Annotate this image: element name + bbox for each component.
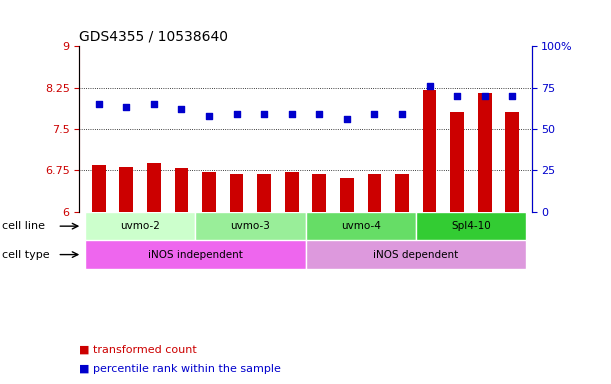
Bar <box>196 212 306 240</box>
Point <box>287 111 296 117</box>
Bar <box>257 174 271 384</box>
Point <box>259 111 269 117</box>
Point <box>452 93 462 99</box>
Bar <box>140 212 167 240</box>
Text: uvmo-3: uvmo-3 <box>230 221 270 231</box>
Bar <box>471 212 499 240</box>
Point <box>122 104 131 111</box>
Point <box>94 101 104 107</box>
Point <box>507 93 517 99</box>
Bar <box>119 167 133 384</box>
Bar <box>306 212 333 240</box>
Bar <box>340 178 354 384</box>
Bar <box>196 212 223 240</box>
Bar <box>223 212 251 240</box>
Text: uvmo-2: uvmo-2 <box>120 221 160 231</box>
Text: cell line: cell line <box>2 221 45 231</box>
Bar <box>306 212 415 240</box>
Point <box>370 111 379 117</box>
Bar <box>312 174 326 384</box>
Bar <box>278 212 306 240</box>
Text: iNOS independent: iNOS independent <box>148 250 243 260</box>
Bar <box>423 90 436 384</box>
Point <box>425 83 434 89</box>
Text: cell type: cell type <box>2 250 50 260</box>
Bar <box>478 93 492 384</box>
Bar <box>147 163 161 384</box>
Bar <box>415 212 444 240</box>
Bar <box>499 212 526 240</box>
Text: ■ percentile rank within the sample: ■ percentile rank within the sample <box>79 364 281 374</box>
Point <box>177 106 186 112</box>
Bar <box>85 212 196 240</box>
Point <box>232 111 241 117</box>
Bar <box>306 240 526 269</box>
Text: iNOS dependent: iNOS dependent <box>373 250 458 260</box>
Bar <box>368 174 381 384</box>
Text: GDS4355 / 10538640: GDS4355 / 10538640 <box>79 30 229 43</box>
Bar <box>333 212 360 240</box>
Point <box>480 93 489 99</box>
Bar <box>505 113 519 384</box>
Bar <box>395 174 409 384</box>
Point <box>204 113 214 119</box>
Bar <box>175 168 188 384</box>
Text: ■ transformed count: ■ transformed count <box>79 344 197 354</box>
Text: Spl4-10: Spl4-10 <box>451 221 491 231</box>
Bar <box>167 212 196 240</box>
Bar <box>85 212 112 240</box>
Bar <box>360 212 388 240</box>
Bar <box>450 113 464 384</box>
Point <box>315 111 324 117</box>
Bar <box>285 172 299 384</box>
Bar <box>92 165 106 384</box>
Bar <box>85 240 306 269</box>
Bar <box>444 212 471 240</box>
Point <box>149 101 159 107</box>
Text: uvmo-4: uvmo-4 <box>341 221 381 231</box>
Bar <box>388 212 415 240</box>
Bar <box>112 212 140 240</box>
Bar <box>230 174 243 384</box>
Bar <box>251 212 278 240</box>
Bar <box>202 172 216 384</box>
Bar <box>415 212 526 240</box>
Point <box>342 116 352 122</box>
Point <box>397 111 407 117</box>
